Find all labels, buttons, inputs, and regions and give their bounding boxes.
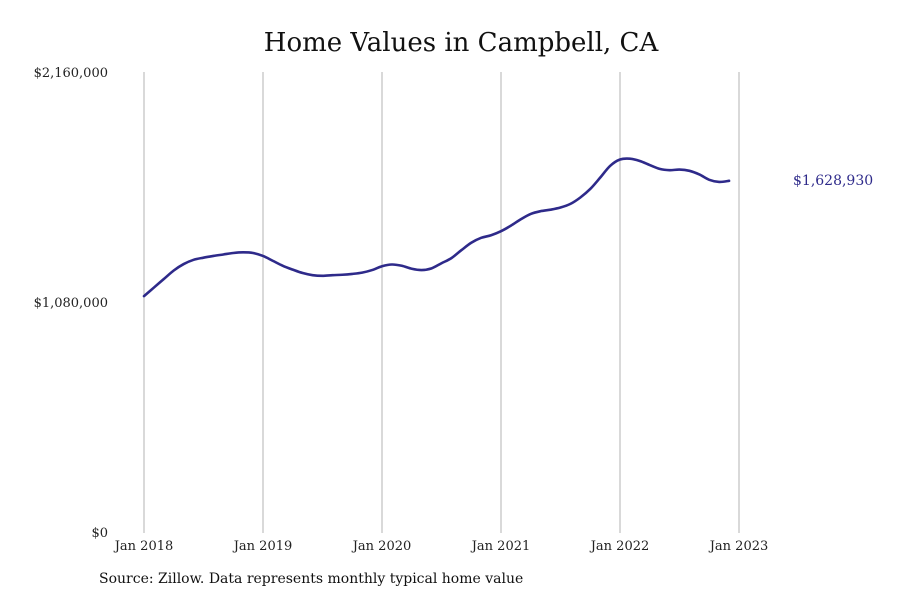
source-note: Source: Zillow. Data represents monthly … [99, 571, 524, 587]
x-tick-label: Jan 2021 [470, 539, 531, 554]
x-tick-label: Jan 2023 [708, 539, 769, 554]
x-tick-label: Jan 2018 [113, 539, 174, 554]
x-tick-label: Jan 2019 [232, 539, 293, 554]
x-tick-label: Jan 2020 [351, 539, 412, 554]
series-line-home-value [142, 157, 731, 298]
y-tick-label: $1,080,000 [34, 296, 108, 311]
chart-title: Home Values in Campbell, CA [264, 28, 660, 58]
y-tick-label: $0 [91, 526, 108, 541]
y-tick-label: $2,160,000 [34, 66, 108, 81]
end-value-label: $1,628,930 [793, 173, 873, 189]
gridlines [143, 72, 740, 533]
x-tick-label: Jan 2022 [589, 539, 650, 554]
